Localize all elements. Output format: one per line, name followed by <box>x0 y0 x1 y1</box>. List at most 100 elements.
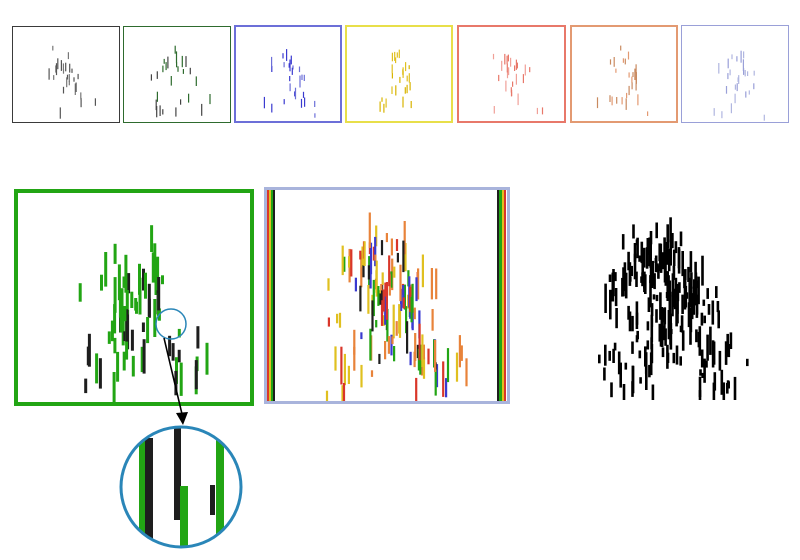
thumbnail-black-stroke <box>60 60 62 71</box>
green-panel-stroke <box>177 349 181 363</box>
black-panel-stroke <box>669 217 672 243</box>
thumbnail-red-strokes <box>492 53 544 115</box>
black-panel-stroke <box>649 263 653 282</box>
combined-panel-stroke <box>421 334 424 367</box>
thumbnail-red-stroke <box>512 81 514 87</box>
zoom-magnifier-ring <box>119 425 243 549</box>
black-panel-stroke <box>717 310 720 329</box>
combined-panel-stroke <box>334 346 337 371</box>
combined-panel-stroke <box>422 357 426 379</box>
thumbnail-red-stroke <box>506 55 508 65</box>
combined-panel-stroke <box>350 249 353 277</box>
black-panel-stroke <box>608 350 611 361</box>
combined-panel-stroke <box>430 268 433 300</box>
thumbnail-blue-stroke <box>302 91 305 98</box>
black-panel-stroke <box>707 304 711 315</box>
combined-panel-stroke <box>362 265 365 278</box>
black-panel-stroke <box>671 233 674 249</box>
thumbnail-black-stroke <box>53 75 55 80</box>
black-panel-stroke <box>659 255 663 273</box>
black-panel-stroke <box>698 326 702 356</box>
thumbnail-blue-stroke <box>314 113 316 118</box>
combined-panel-stroke <box>465 358 468 387</box>
combined-panel-stroke <box>369 267 372 289</box>
combined-panel-stroke <box>417 268 420 300</box>
thumbnail-yellow-stroke <box>399 76 401 83</box>
thumbnail-black-stroke <box>62 86 65 94</box>
black-panel-stroke <box>672 288 676 308</box>
black-panel-stroke <box>658 243 661 262</box>
green-panel-stroke <box>156 256 160 295</box>
thumbnail-red-stroke <box>515 59 517 70</box>
combined-panel-stroke <box>341 385 344 401</box>
combined-panel-stroke <box>411 308 414 331</box>
green-panel-stroke <box>153 299 157 337</box>
black-panel-stroke <box>649 242 652 268</box>
green-panel-stroke <box>113 277 117 313</box>
combined-panel <box>264 187 510 404</box>
thumbnail-blue-stroke <box>288 63 290 68</box>
black-panel-stroke <box>668 294 672 322</box>
black-panel-stroke <box>672 352 676 364</box>
black-panel-stroke <box>678 282 681 293</box>
black-panel-stroke <box>624 281 628 292</box>
green-panel-stroke <box>161 275 164 285</box>
thumbnail-lavender-stroke <box>747 71 749 76</box>
black-panel-stroke <box>647 297 651 312</box>
black-panel-stroke <box>622 384 626 400</box>
thumbnail-orange-stroke <box>609 59 612 65</box>
black-panel-stroke <box>635 335 639 343</box>
black-panel-stroke <box>614 288 618 307</box>
combined-panel-stroke <box>390 271 393 288</box>
thumbnail-red-stroke <box>501 60 503 71</box>
black-panel-stroke <box>627 251 630 271</box>
combined-panel-stroke <box>363 241 366 266</box>
black-panel-stroke <box>722 382 726 400</box>
green-panel-stroke <box>130 329 134 351</box>
combined-panel-stroke <box>338 312 342 328</box>
zoom-source-circle <box>155 308 187 340</box>
thumbnail-green-strokes <box>150 45 211 118</box>
thumbnail-lavender-stroke <box>737 77 739 82</box>
combined-panel-stroke <box>420 360 423 376</box>
green-panel-stroke <box>147 283 151 317</box>
zoom-arrow-shaft <box>163 337 183 415</box>
thumbnail-blue-stroke <box>294 91 296 97</box>
combined-panel-stroke <box>384 296 387 325</box>
thumbnail-yellow-stroke <box>405 62 407 72</box>
combined-panel-stroke <box>422 344 425 360</box>
black-panel-stroke <box>685 292 689 299</box>
green-panel-stroke <box>142 339 146 374</box>
thumbnail-orange-stroke <box>627 51 630 60</box>
black-panel-stroke <box>627 305 630 320</box>
combined-panel-stroke <box>402 240 405 273</box>
thumbnail-blue-stroke <box>292 65 294 70</box>
black-panel-stroke <box>630 265 633 277</box>
green-panel-stroke <box>127 273 131 294</box>
thumbnail-black-stroke <box>62 63 64 71</box>
thumbnail-orange-stroke <box>625 98 627 110</box>
black-panel-stroke <box>655 222 658 239</box>
combined-panel-stroke <box>421 254 424 288</box>
black-panel-stroke <box>638 255 641 262</box>
combined-panel-stroke <box>360 253 363 288</box>
thumbnail-orange-stroke <box>631 76 633 83</box>
combined-panel-stroke <box>409 286 412 313</box>
black-panel-stroke <box>655 309 658 323</box>
combined-panel-stroke <box>348 256 351 268</box>
thumbnail-green-stroke <box>156 71 158 79</box>
green-panel-stroke <box>196 326 200 349</box>
black-panel-stroke <box>676 298 679 324</box>
combined-panel-stroke <box>341 245 344 276</box>
thumbnail-black-stroke <box>74 83 76 95</box>
green-panel-stroke <box>95 353 99 384</box>
combined-panel-stroke <box>343 353 346 386</box>
thumbnail-lavender-stroke <box>721 111 723 119</box>
black-panel-stroke <box>672 249 676 266</box>
combined-panel-stroke <box>390 238 393 256</box>
black-panel-stroke <box>644 352 648 374</box>
thumbnail-red-stroke <box>511 89 513 97</box>
combined-panel-stroke <box>360 364 363 388</box>
black-panel-stroke <box>615 308 618 329</box>
thumbnail-red-stroke <box>516 62 518 69</box>
